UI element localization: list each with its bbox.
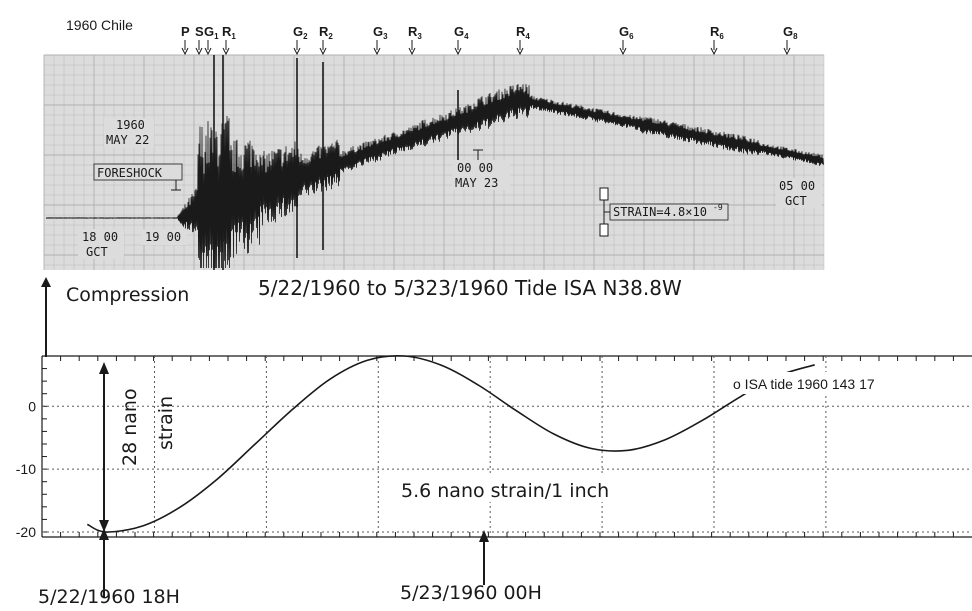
start-date-label: 1960 MAY 22 — [104, 118, 154, 148]
label-18h: 5/22/1960 18H — [38, 586, 180, 608]
seismogram-header: 1960 Chile — [66, 17, 133, 33]
time-19: 19 00 — [145, 230, 181, 244]
marker-00h — [479, 530, 489, 585]
scale-text: 5.6 nano strain/1 inch — [401, 480, 609, 502]
tide-title: 5/22/1960 to 5/323/1960 Tide ISA N38.8W — [258, 276, 682, 300]
tide-y-tick-labels: 0 -10 -20 — [16, 398, 36, 540]
phase-marker-p: P — [181, 24, 190, 56]
compression-label: Compression — [66, 284, 190, 306]
mid-time-label: 00 00 MAY 23 — [452, 149, 510, 190]
compression-arrow — [38, 277, 54, 357]
time-00: 00 00 — [457, 161, 493, 175]
gct-end: GCT — [785, 194, 807, 208]
gct-start: GCT — [86, 245, 108, 259]
amplitude-line1: 28 nano — [119, 388, 141, 466]
seismogram-trace — [45, 55, 824, 270]
time-18: 18 00 — [82, 230, 118, 244]
foreshock-label: FORESHOCK — [93, 163, 183, 191]
start-day: MAY 22 — [106, 133, 149, 147]
phase-marker-s: S — [195, 24, 204, 56]
tide-grid — [42, 356, 972, 537]
legend: o ISA tide 1960 143 17 — [728, 372, 972, 394]
start-year: 1960 — [116, 118, 145, 132]
marker-18h — [99, 528, 109, 598]
y-tick-label: -20 — [16, 524, 36, 540]
svg-text:S: S — [195, 24, 204, 39]
amplitude-annotation: 28 nano strain — [99, 362, 177, 532]
foreshock-text: FORESHOCK — [97, 166, 163, 180]
strain-text: STRAIN=4.8×10 — [613, 205, 707, 219]
start-time-label: 18 00 GCT 19 00 — [78, 229, 187, 259]
y-tick-label: -10 — [16, 461, 36, 477]
svg-text:P: P — [181, 24, 190, 39]
may-23: MAY 23 — [455, 176, 498, 190]
legend-text: o ISA tide 1960 143 17 — [733, 376, 875, 392]
seismogram: P S G1 R1 G2 R2 G3 R3 G4 R4 G6 R6 G8 1960 Chile 1960… — [43, 17, 825, 270]
strain-exponent: -9 — [713, 203, 723, 212]
time-05: 05 00 — [779, 179, 815, 193]
label-00h: 5/23/1960 00H — [400, 582, 542, 604]
scale-annotation: 5.6 nano strain/1 inch — [396, 476, 646, 502]
amplitude-line2: strain — [155, 396, 177, 450]
tide-data-points — [87, 356, 814, 532]
end-time-label: 05 00 GCT — [776, 178, 822, 208]
tide-frame — [41, 355, 972, 538]
strain-scale: STRAIN=4.8×10 -9 — [599, 187, 729, 237]
y-tick-label: 0 — [28, 398, 36, 414]
tide-curve — [86, 354, 815, 533]
